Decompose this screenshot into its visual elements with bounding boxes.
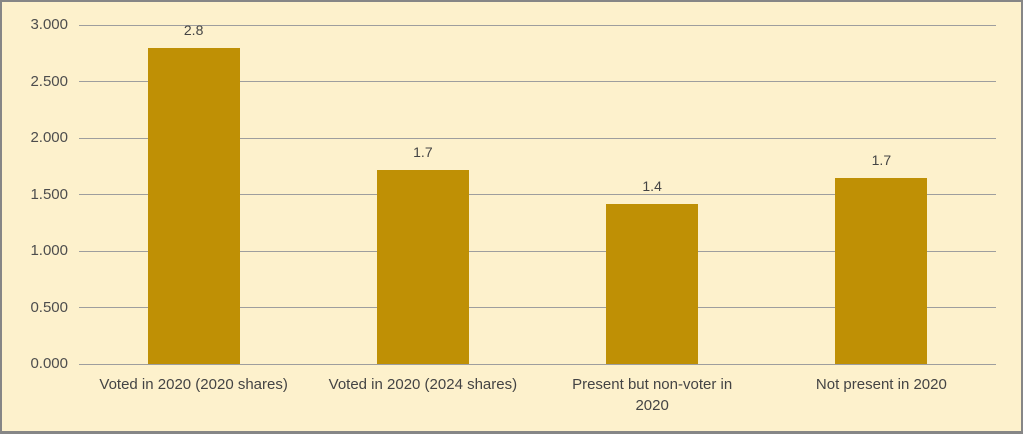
bar: [147, 47, 240, 364]
gridline: [79, 194, 996, 195]
bar: [606, 203, 699, 364]
y-axis-tick-label: 3.000: [30, 16, 68, 33]
x-axis-category-label-text: Voted in 2020 (2020 shares): [99, 376, 288, 393]
bar-value-label: 1.4: [642, 177, 662, 194]
x-axis-category-label-text: Present but non-voter in 2020: [572, 376, 733, 414]
bar: [835, 177, 928, 364]
x-axis-category-label-text: Voted in 2020 (2024 shares): [328, 376, 518, 393]
gridline: [79, 363, 996, 365]
x-axis-labels: Voted in 2020 (2020 shares) Voted in 2020…: [2, 374, 1021, 424]
y-axis-tick-label: 1.500: [30, 185, 68, 203]
bar-value-label: 1.7: [871, 151, 892, 168]
bar-value-label: 1.7: [413, 143, 433, 160]
gridline: [79, 24, 996, 26]
gridline: [79, 250, 996, 252]
y-axis-tick-label: 2.500: [30, 72, 68, 90]
x-axis-category-label-text: Not present in 2020: [815, 376, 947, 393]
y-axis-tick-label: 0.000: [30, 355, 68, 372]
gridline: [79, 307, 996, 308]
x-axis-category-label: Not present in 2020: [767, 374, 996, 395]
x-axis-category-label: Present but non-voter in 2020: [538, 374, 767, 416]
gridline: [79, 81, 996, 82]
y-axis-tick-label: 0.500: [30, 298, 68, 316]
y-axis-tick-label: 2.000: [30, 129, 68, 146]
bar-value-label: 2.8: [183, 21, 204, 38]
plot-area: 2.8 1.7 1.4 1.7: [79, 21, 996, 365]
y-axis-tick-label: 1.000: [30, 242, 68, 259]
x-axis-category-label: Voted in 2020 (2020 shares): [79, 374, 308, 395]
gridline: [79, 137, 996, 139]
bar: [376, 169, 469, 364]
x-axis-category-label: Voted in 2020 (2024 shares): [308, 374, 537, 395]
